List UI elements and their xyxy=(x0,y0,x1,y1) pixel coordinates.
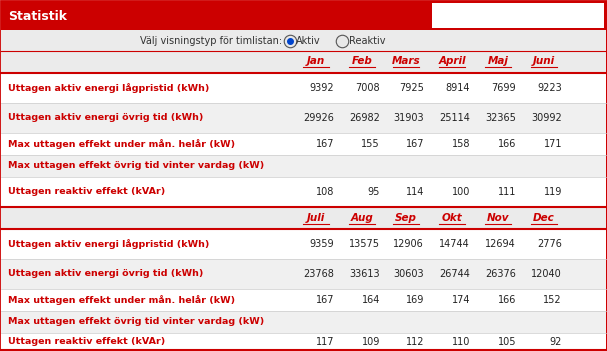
Bar xyxy=(1,73,606,103)
Bar xyxy=(1,51,606,73)
Text: 2776: 2776 xyxy=(537,239,562,249)
Text: 95: 95 xyxy=(368,187,380,197)
Text: 166: 166 xyxy=(498,139,516,149)
Text: Dec: Dec xyxy=(533,213,555,223)
Text: Uttagen aktiv energi lågpristid (kWh): Uttagen aktiv energi lågpristid (kWh) xyxy=(8,83,209,93)
Text: Välj visningstyp för timlistan:: Välj visningstyp för timlistan: xyxy=(140,35,282,46)
Text: 30603: 30603 xyxy=(393,269,424,279)
Text: Max uttagen effekt övrig tid vinter vardag (kW): Max uttagen effekt övrig tid vinter vard… xyxy=(8,318,264,326)
Bar xyxy=(1,289,606,311)
Text: Uttagen aktiv energi övrig tid (kWh): Uttagen aktiv energi övrig tid (kWh) xyxy=(8,270,203,278)
Text: 167: 167 xyxy=(316,295,334,305)
Text: 169: 169 xyxy=(405,295,424,305)
Text: Uttagen reaktiv effekt (kVAr): Uttagen reaktiv effekt (kVAr) xyxy=(8,187,165,197)
Text: Mars: Mars xyxy=(392,56,420,66)
Text: 111: 111 xyxy=(498,187,516,197)
Text: Nov: Nov xyxy=(487,213,509,223)
Text: Maj: Maj xyxy=(487,56,509,66)
Text: Juni: Juni xyxy=(533,56,555,66)
Bar xyxy=(1,133,606,155)
Text: 9392: 9392 xyxy=(310,83,334,93)
Text: April: April xyxy=(438,56,466,66)
Text: Max uttagen effekt övrig tid vinter vardag (kW): Max uttagen effekt övrig tid vinter vard… xyxy=(8,161,264,171)
Text: 12694: 12694 xyxy=(485,239,516,249)
Text: Reaktiv: Reaktiv xyxy=(349,35,385,46)
Text: 7008: 7008 xyxy=(355,83,380,93)
Text: 13575: 13575 xyxy=(349,239,380,249)
Text: 155: 155 xyxy=(361,139,380,149)
Text: 30992: 30992 xyxy=(531,113,562,123)
Text: 119: 119 xyxy=(544,187,562,197)
Text: Aug: Aug xyxy=(351,213,373,223)
Text: 7699: 7699 xyxy=(492,83,516,93)
Text: 108: 108 xyxy=(316,187,334,197)
Text: 117: 117 xyxy=(316,337,334,347)
Text: 92: 92 xyxy=(549,337,562,347)
Text: 8914: 8914 xyxy=(446,83,470,93)
Text: 12040: 12040 xyxy=(531,269,562,279)
Bar xyxy=(432,3,604,28)
Bar xyxy=(1,259,606,289)
Bar xyxy=(1,1,606,30)
Text: 174: 174 xyxy=(452,295,470,305)
Text: 33613: 33613 xyxy=(350,269,380,279)
Bar xyxy=(1,103,606,133)
Bar xyxy=(1,229,606,259)
Text: 100: 100 xyxy=(452,187,470,197)
Bar xyxy=(1,30,606,51)
Text: 167: 167 xyxy=(316,139,334,149)
Text: 32365: 32365 xyxy=(485,113,516,123)
Text: 105: 105 xyxy=(498,337,516,347)
Bar xyxy=(1,333,606,350)
Text: Max uttagen effekt under mån. helår (kW): Max uttagen effekt under mån. helår (kW) xyxy=(8,295,235,305)
Bar xyxy=(1,177,606,207)
Text: 114: 114 xyxy=(405,187,424,197)
Bar xyxy=(1,155,606,177)
Text: Feb: Feb xyxy=(351,56,372,66)
Text: 167: 167 xyxy=(405,139,424,149)
Text: 23768: 23768 xyxy=(303,269,334,279)
Text: 14744: 14744 xyxy=(439,239,470,249)
Text: 109: 109 xyxy=(362,337,380,347)
Text: Sep: Sep xyxy=(395,213,417,223)
Text: 29926: 29926 xyxy=(303,113,334,123)
Text: Juli: Juli xyxy=(307,213,325,223)
Text: 171: 171 xyxy=(543,139,562,149)
Text: Statistik: Statistik xyxy=(8,9,67,22)
Text: 25114: 25114 xyxy=(439,113,470,123)
Text: 26744: 26744 xyxy=(439,269,470,279)
Text: 158: 158 xyxy=(452,139,470,149)
Text: Aktiv: Aktiv xyxy=(296,35,320,46)
Text: Jan: Jan xyxy=(307,56,325,66)
Text: 26376: 26376 xyxy=(485,269,516,279)
Text: Uttagen aktiv energi lågpristid (kWh): Uttagen aktiv energi lågpristid (kWh) xyxy=(8,239,209,249)
Text: 164: 164 xyxy=(362,295,380,305)
Text: 166: 166 xyxy=(498,295,516,305)
Text: Uttagen reaktiv effekt (kVAr): Uttagen reaktiv effekt (kVAr) xyxy=(8,338,165,346)
Text: 26982: 26982 xyxy=(349,113,380,123)
Text: 152: 152 xyxy=(543,295,562,305)
Bar xyxy=(1,311,606,333)
Bar xyxy=(1,207,606,229)
Text: 31903: 31903 xyxy=(393,113,424,123)
Text: 7925: 7925 xyxy=(399,83,424,93)
Text: Uttagen aktiv energi övrig tid (kWh): Uttagen aktiv energi övrig tid (kWh) xyxy=(8,113,203,122)
Text: Okt: Okt xyxy=(442,213,463,223)
Text: 112: 112 xyxy=(405,337,424,347)
Text: Max uttagen effekt under mån. helår (kW): Max uttagen effekt under mån. helår (kW) xyxy=(8,139,235,149)
Text: 12906: 12906 xyxy=(393,239,424,249)
Text: 110: 110 xyxy=(452,337,470,347)
Text: 9223: 9223 xyxy=(537,83,562,93)
Text: 9359: 9359 xyxy=(310,239,334,249)
